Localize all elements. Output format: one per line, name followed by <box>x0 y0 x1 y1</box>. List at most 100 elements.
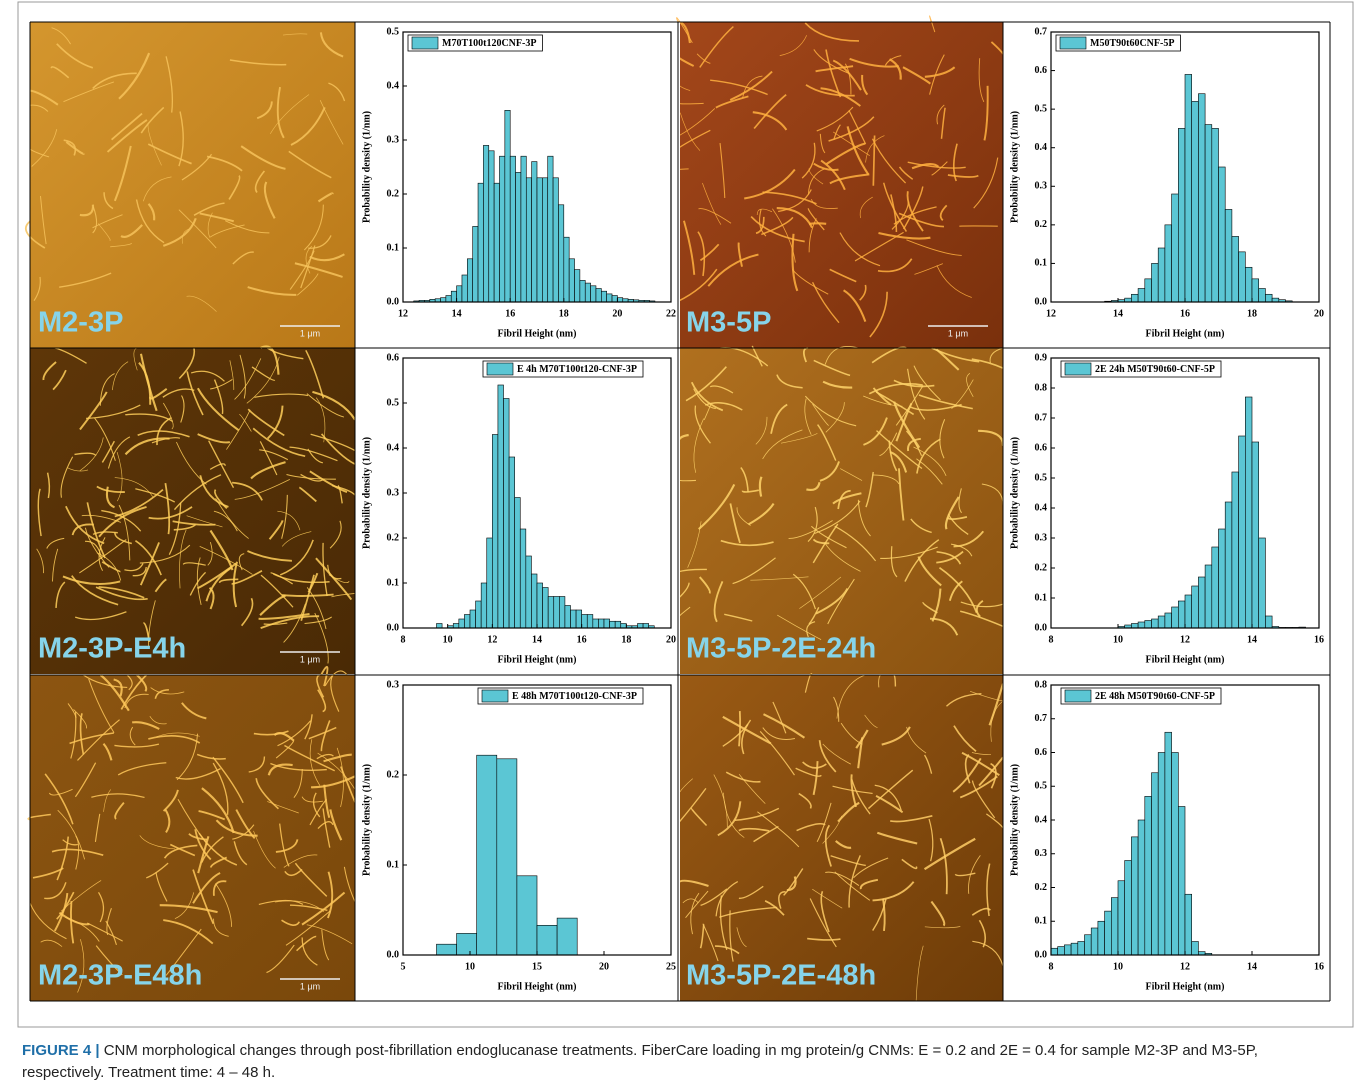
fibril <box>812 403 829 426</box>
x-tick-label: 18 <box>559 308 569 319</box>
fibril <box>752 111 788 131</box>
fibril <box>267 801 299 814</box>
bar <box>590 285 597 303</box>
fibril <box>77 939 85 993</box>
fibril <box>699 243 720 262</box>
fibril <box>989 347 1004 364</box>
x-axis-label: Fibril Height (nm) <box>1146 654 1225 665</box>
bar <box>509 155 516 303</box>
fibril <box>46 472 51 499</box>
fibril <box>77 719 120 761</box>
panel-label: M2-3P <box>38 307 123 339</box>
x-tick-label: 8 <box>1049 961 1054 972</box>
fibril <box>260 615 320 630</box>
fibril <box>824 542 861 572</box>
y-tick-label: 0.0 <box>1035 296 1048 307</box>
fibril <box>259 441 278 476</box>
bar <box>1191 941 1199 956</box>
bar <box>1224 501 1233 629</box>
fibril <box>983 85 989 141</box>
bar <box>552 177 559 303</box>
bar <box>1178 806 1186 956</box>
fibril <box>114 743 160 748</box>
afm-background <box>678 348 1003 674</box>
fibril <box>165 928 202 976</box>
fibril <box>990 762 997 789</box>
fibril <box>70 900 75 944</box>
fibril <box>832 59 862 91</box>
bar <box>595 288 602 303</box>
fibril <box>92 206 98 234</box>
bar <box>637 623 644 629</box>
y-tick-label: 0.5 <box>1035 472 1048 483</box>
fibril <box>865 471 874 508</box>
fibril <box>911 162 940 170</box>
fibril <box>240 597 254 627</box>
legend-label: 2E 48h M50T90t60-CNF-5P <box>1095 691 1215 702</box>
x-tick-label: 8 <box>401 634 406 645</box>
y-tick-label: 0.1 <box>387 242 400 253</box>
fibril <box>306 587 327 630</box>
fibril <box>683 220 696 275</box>
fibril <box>159 904 218 914</box>
y-axis-label: Probability density (1/nm) <box>1009 437 1020 549</box>
fibril <box>805 84 855 97</box>
fibril <box>843 289 867 322</box>
fibril <box>281 531 312 547</box>
bar <box>1204 564 1213 629</box>
fibril <box>799 576 842 609</box>
fibril <box>229 59 287 66</box>
fibril <box>966 372 974 397</box>
fibril <box>914 263 943 275</box>
fibril <box>309 798 327 826</box>
fibril <box>851 778 871 815</box>
fibril <box>233 841 248 866</box>
fibril <box>63 139 77 156</box>
fibril <box>835 840 852 849</box>
bar <box>475 600 482 629</box>
y-tick-label: 0.2 <box>1035 562 1048 573</box>
bar <box>1245 396 1253 629</box>
bar <box>520 155 527 303</box>
histogram-chart: 0.0 0.1 0.2 0.3 0.4 0.5 0.6 0.7 12 14 16 18 20 Fibril… <box>1003 22 1328 348</box>
fibril <box>740 467 749 492</box>
fibril <box>254 393 309 398</box>
afm-image <box>676 345 1005 674</box>
fibril <box>212 880 227 896</box>
fibril <box>783 868 804 896</box>
fibril <box>916 458 943 485</box>
fibril <box>60 456 74 498</box>
fibril <box>792 269 829 295</box>
fibril <box>717 801 742 837</box>
fibril <box>239 413 252 432</box>
fibril <box>687 521 702 568</box>
fibril <box>328 574 350 584</box>
fibril <box>321 929 330 961</box>
fibril <box>301 796 324 803</box>
fibril <box>725 771 761 783</box>
fibril <box>804 673 813 693</box>
x-tick-label: 10 <box>465 961 475 972</box>
fibril <box>825 871 860 886</box>
fibril <box>163 919 214 945</box>
fibril <box>306 393 345 418</box>
bar <box>1131 293 1139 303</box>
fibril <box>173 523 197 531</box>
bar <box>469 609 476 629</box>
fibril <box>872 474 900 485</box>
fibril <box>284 868 303 877</box>
fibril <box>134 540 162 576</box>
fibril <box>699 924 705 949</box>
fibril <box>91 793 145 799</box>
fibril <box>163 844 198 859</box>
fibril <box>763 713 806 739</box>
fibril <box>229 360 235 390</box>
y-tick-label: 0.1 <box>387 859 400 870</box>
bar <box>603 618 610 629</box>
fibril <box>197 433 231 444</box>
fibril <box>915 945 924 1001</box>
fibril <box>315 557 353 601</box>
x-tick-label: 25 <box>666 961 676 972</box>
fibril <box>834 871 871 901</box>
fibril <box>762 727 796 740</box>
